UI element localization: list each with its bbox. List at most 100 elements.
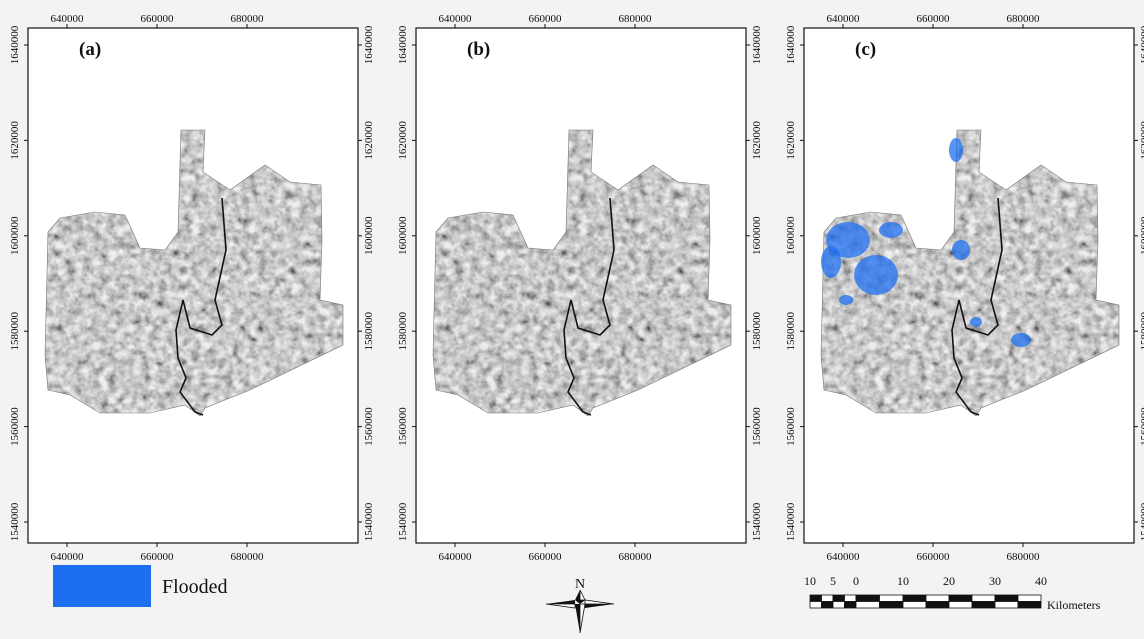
- y-tick-label-left: 1640000: [9, 25, 21, 64]
- north-label: N: [575, 577, 585, 592]
- y-tick-label-right: 1560000: [751, 407, 763, 446]
- x-tick-label-top: 680000: [619, 13, 653, 25]
- scale-segment: [994, 594, 1019, 602]
- scale-segment: [844, 601, 857, 609]
- scale-segment: [844, 594, 857, 602]
- y-tick-label-right: 1640000: [751, 25, 763, 64]
- y-tick-label-right: 1620000: [1139, 121, 1144, 160]
- scale-tick-label: 10: [804, 574, 816, 588]
- x-tick-label-top: 680000: [231, 13, 265, 25]
- scale-tick-label: 40: [1035, 574, 1047, 588]
- y-tick-label-left: 1560000: [397, 407, 409, 446]
- y-tick-label-right: 1540000: [1139, 502, 1144, 541]
- scale-segment: [1017, 601, 1042, 609]
- x-tick-label-bottom: 660000: [529, 551, 563, 563]
- flood-area: [839, 295, 853, 305]
- scale-segment: [821, 594, 834, 602]
- x-tick-label-bottom: 640000: [439, 551, 473, 563]
- map-panel: (c) 640000 640000 660000 660000 680000 680000 1…: [785, 13, 1144, 563]
- y-tick-label-right: 1640000: [363, 25, 375, 64]
- scale-segment: [925, 594, 950, 602]
- y-tick-label-right: 1620000: [751, 121, 763, 160]
- y-tick-label-left: 1620000: [397, 121, 409, 160]
- scale-segment: [832, 601, 845, 609]
- x-tick-label-bottom: 680000: [1007, 551, 1041, 563]
- scale-segment: [902, 601, 927, 609]
- flood-area: [1011, 333, 1031, 347]
- map-panel: (b) 640000 640000 660000 660000 680000 680000 1…: [397, 13, 763, 563]
- scale-segment: [855, 594, 880, 602]
- scale-segment: [1017, 594, 1042, 602]
- flood-area: [949, 138, 963, 162]
- north-arrow: N: [545, 577, 615, 634]
- panels: (a) 640000 640000 660000 660000 680000 680000 1…: [9, 13, 1144, 563]
- scale-segment: [994, 601, 1019, 609]
- x-tick-label-bottom: 640000: [827, 551, 861, 563]
- scale-tick-label: 5: [830, 574, 836, 588]
- y-tick-label-right: 1600000: [363, 216, 375, 255]
- map-image: [820, 129, 1120, 417]
- x-tick-label-top: 640000: [439, 13, 473, 25]
- scale-tick-label: 20: [943, 574, 955, 588]
- y-tick-label-right: 1540000: [363, 502, 375, 541]
- y-tick-label-right: 1620000: [363, 121, 375, 160]
- y-tick-label-left: 1540000: [785, 502, 797, 541]
- x-tick-label-top: 640000: [827, 13, 861, 25]
- x-tick-label-bottom: 680000: [231, 551, 265, 563]
- x-tick-label-bottom: 660000: [141, 551, 175, 563]
- scale-segment: [971, 601, 996, 609]
- y-tick-label-left: 1600000: [9, 216, 21, 255]
- x-tick-label-top: 660000: [141, 13, 175, 25]
- scale-tick-label: 0: [853, 574, 859, 588]
- scale-segment: [832, 594, 845, 602]
- scale-segment: [925, 601, 950, 609]
- flood-area: [952, 240, 970, 260]
- y-tick-label-right: 1540000: [751, 502, 763, 541]
- y-tick-label-left: 1580000: [785, 311, 797, 350]
- y-tick-label-right: 1600000: [751, 216, 763, 255]
- scale-segment: [809, 594, 822, 602]
- y-tick-label-left: 1640000: [785, 25, 797, 64]
- flood-area: [879, 222, 903, 238]
- legend-swatch: [53, 565, 151, 607]
- scale-segment: [821, 601, 834, 609]
- y-tick-label-right: 1580000: [751, 311, 763, 350]
- scale-bar: Kilometers 10 5 0 10 20 30 40: [804, 574, 1101, 612]
- flood-area: [821, 246, 841, 278]
- panel-label: (c): [855, 39, 876, 60]
- y-tick-label-left: 1580000: [397, 311, 409, 350]
- panel-label: (a): [79, 39, 101, 60]
- y-tick-label-left: 1620000: [9, 121, 21, 160]
- y-tick-label-left: 1640000: [397, 25, 409, 64]
- y-tick-label-left: 1620000: [785, 121, 797, 160]
- flood-area: [854, 255, 898, 295]
- scale-segment: [948, 601, 973, 609]
- flood-area: [826, 222, 870, 258]
- y-tick-label-right: 1640000: [1139, 25, 1144, 64]
- scale-segment: [879, 601, 904, 609]
- y-tick-label-right: 1580000: [1139, 311, 1144, 350]
- y-tick-label-right: 1600000: [1139, 216, 1144, 255]
- scale-unit: Kilometers: [1047, 598, 1101, 612]
- x-tick-label-bottom: 680000: [619, 551, 653, 563]
- scale-segment: [879, 594, 904, 602]
- x-tick-label-top: 660000: [917, 13, 951, 25]
- y-tick-label-left: 1580000: [9, 311, 21, 350]
- x-tick-label-bottom: 640000: [51, 551, 85, 563]
- map-panel: (a) 640000 640000 660000 660000 680000 680000 1…: [9, 13, 375, 563]
- y-tick-label-left: 1540000: [9, 502, 21, 541]
- flood-area: [970, 317, 982, 327]
- y-tick-label-left: 1540000: [397, 502, 409, 541]
- panel-label: (b): [467, 39, 490, 60]
- y-tick-label-left: 1560000: [9, 407, 21, 446]
- y-tick-label-right: 1580000: [363, 311, 375, 350]
- legend-label: Flooded: [162, 576, 228, 598]
- y-tick-label-right: 1560000: [1139, 407, 1144, 446]
- y-tick-label-left: 1600000: [397, 216, 409, 255]
- x-tick-label-bottom: 660000: [917, 551, 951, 563]
- scale-tick-label: 10: [897, 574, 909, 588]
- scale-tick-label: 30: [989, 574, 1001, 588]
- scale-segment: [855, 601, 880, 609]
